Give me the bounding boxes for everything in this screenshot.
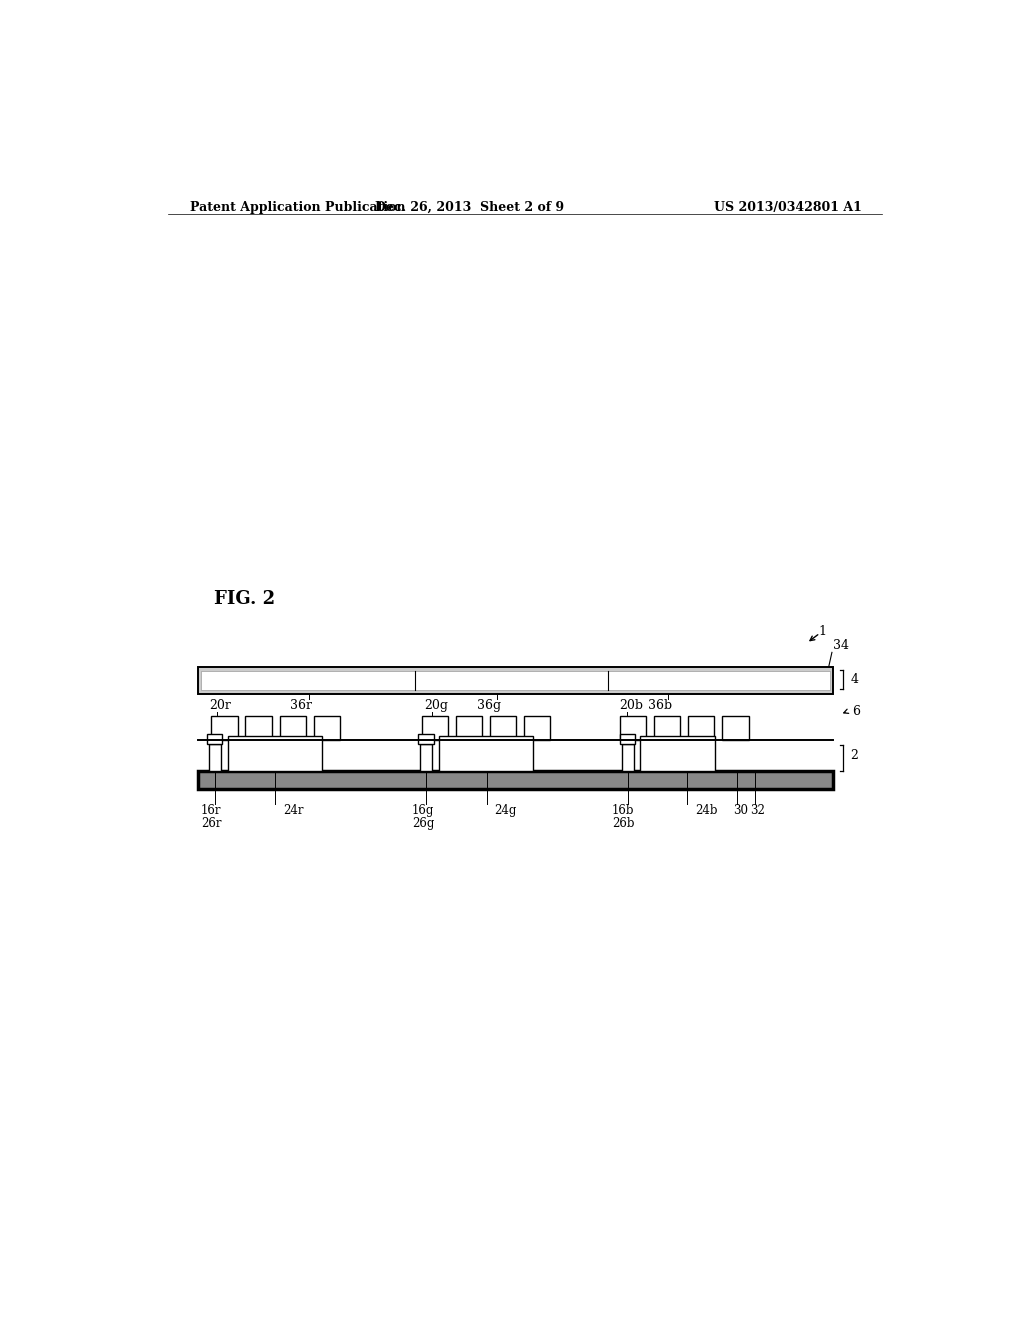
Bar bbox=[246, 717, 271, 739]
Text: 4: 4 bbox=[850, 673, 858, 686]
Bar bbox=[419, 734, 433, 744]
Text: 16b: 16b bbox=[612, 804, 635, 817]
Bar bbox=[313, 717, 340, 739]
Text: Dec. 26, 2013  Sheet 2 of 9: Dec. 26, 2013 Sheet 2 of 9 bbox=[375, 201, 564, 214]
Text: 34: 34 bbox=[833, 639, 849, 652]
Bar bbox=[201, 671, 829, 690]
Bar bbox=[620, 717, 646, 739]
Text: 20r: 20r bbox=[209, 700, 230, 713]
Text: 26b: 26b bbox=[612, 817, 635, 830]
Bar bbox=[654, 717, 680, 739]
Bar bbox=[211, 717, 238, 739]
Bar bbox=[640, 735, 715, 771]
Text: 2: 2 bbox=[850, 748, 858, 762]
Bar bbox=[207, 734, 222, 744]
Bar bbox=[439, 735, 532, 771]
Text: Patent Application Publication: Patent Application Publication bbox=[189, 201, 406, 214]
Text: 24g: 24g bbox=[495, 804, 517, 817]
Text: 36g: 36g bbox=[477, 700, 501, 711]
Bar bbox=[228, 735, 322, 771]
Text: 32: 32 bbox=[751, 804, 765, 817]
Text: 16r: 16r bbox=[201, 804, 221, 817]
Bar bbox=[198, 771, 833, 788]
Bar bbox=[280, 717, 306, 739]
Text: 20g: 20g bbox=[424, 700, 449, 713]
Bar bbox=[524, 717, 550, 739]
Bar bbox=[620, 734, 635, 744]
Text: FIG. 2: FIG. 2 bbox=[214, 590, 274, 609]
Text: 16g: 16g bbox=[412, 804, 434, 817]
Text: 36r: 36r bbox=[290, 700, 312, 711]
Text: 26g: 26g bbox=[412, 817, 434, 830]
Bar bbox=[198, 667, 833, 694]
Bar bbox=[688, 717, 715, 739]
Bar bbox=[456, 717, 482, 739]
Text: 20b: 20b bbox=[620, 700, 643, 713]
Bar bbox=[420, 744, 432, 771]
Bar bbox=[722, 717, 749, 739]
Text: 30: 30 bbox=[733, 804, 748, 817]
Text: 26r: 26r bbox=[201, 817, 221, 830]
Text: 24b: 24b bbox=[695, 804, 718, 817]
Bar bbox=[209, 744, 221, 771]
Text: 1: 1 bbox=[818, 624, 826, 638]
Text: US 2013/0342801 A1: US 2013/0342801 A1 bbox=[714, 201, 862, 214]
Text: 6: 6 bbox=[852, 705, 860, 718]
Bar bbox=[489, 717, 516, 739]
Bar bbox=[622, 744, 634, 771]
Bar bbox=[422, 717, 447, 739]
Text: 24r: 24r bbox=[283, 804, 303, 817]
Text: 36b: 36b bbox=[647, 700, 672, 711]
